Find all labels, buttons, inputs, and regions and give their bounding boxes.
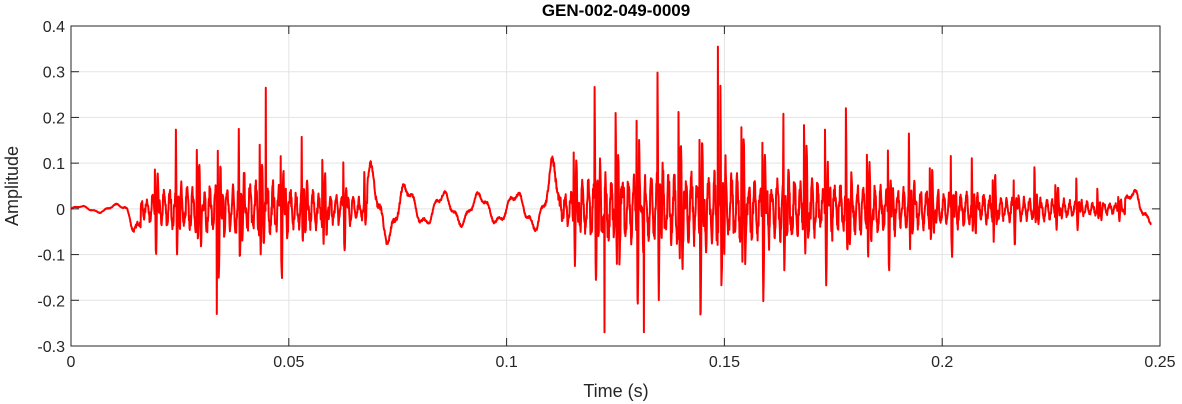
y-axis-ticks: -0.3 -0.2 -0.1 0 0.1 0.2 0.3 0.4 [37,19,1160,356]
y-tick-label: -0.3 [37,339,65,356]
y-tick-label: 0.1 [43,156,65,173]
x-tick-label: 0.25 [1144,354,1175,371]
x-axis-ticks: 0 0.05 0.1 0.15 0.2 0.25 [67,26,1176,371]
y-axis-label: Amplitude [2,146,22,226]
y-tick-label: 0 [56,202,65,219]
plot-area-frame [70,25,1161,347]
waveform-line [70,45,1152,334]
y-tick-label: 0.4 [43,19,65,36]
x-tick-label: 0.05 [273,354,304,371]
x-tick-label: 0.1 [495,354,517,371]
x-axis-label: Time (s) [583,381,648,401]
y-tick-label: -0.2 [37,293,65,310]
x-tick-label: 0 [67,354,76,371]
y-tick-label: -0.1 [37,248,65,265]
x-tick-label: 0.2 [931,354,953,371]
plot-area [70,45,1152,334]
chart-title: GEN-002-049-0009 [542,1,690,20]
y-tick-label: 0.2 [43,110,65,127]
y-tick-label: 0.3 [43,65,65,82]
x-tick-label: 0.15 [709,354,740,371]
